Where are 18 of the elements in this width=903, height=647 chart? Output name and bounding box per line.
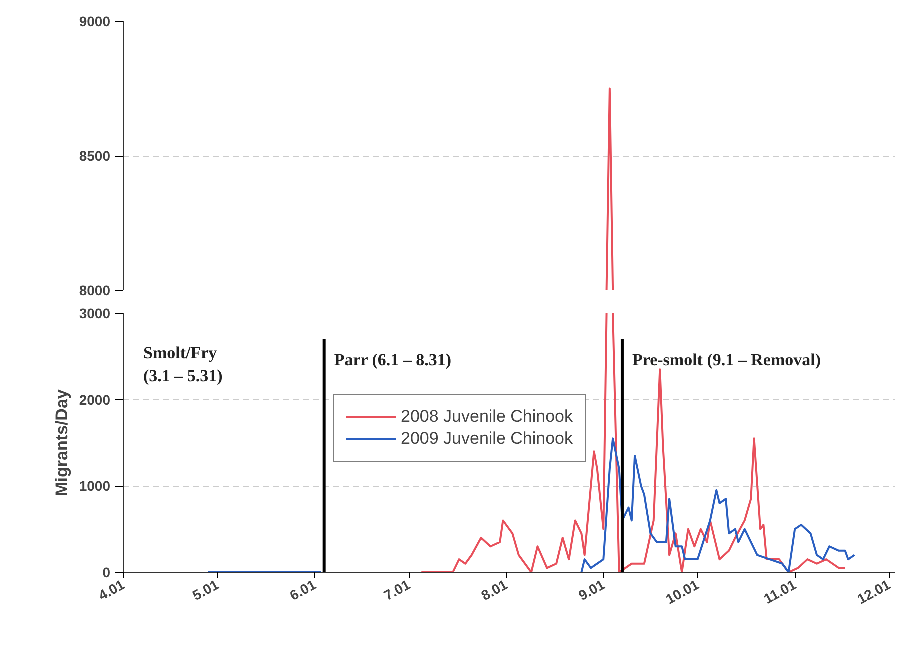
y-tick-label: 1000 <box>79 478 111 494</box>
y-tick-label: 8000 <box>79 282 111 298</box>
x-tick-label: 8.01 <box>478 576 510 604</box>
y-axis-title: Migrants/Day <box>52 389 72 496</box>
legend-label: 2009 Juvenile Chinook <box>401 429 574 449</box>
legend-label: 2008 Juvenile Chinook <box>401 407 574 427</box>
ref-line-label: Parr (6.1 – 8.31) <box>334 350 452 370</box>
x-tick-label: 9.01 <box>576 576 608 604</box>
x-tick-label: 6.01 <box>287 576 319 604</box>
y-tick-label: 2000 <box>79 392 111 408</box>
y-tick-label: 3000 <box>79 306 111 322</box>
ref-line-label: Pre-smolt (9.1 – Removal) <box>632 350 822 370</box>
x-tick-label: 11.01 <box>761 576 800 607</box>
y-tick-label: 9000 <box>79 14 111 30</box>
annotation: Smolt/Fry (3.1 – 5.31) <box>144 344 223 386</box>
y-tick-label: 8500 <box>79 148 111 164</box>
x-tick-label: 7.01 <box>381 576 414 604</box>
x-tick-label: 5.01 <box>190 576 222 604</box>
